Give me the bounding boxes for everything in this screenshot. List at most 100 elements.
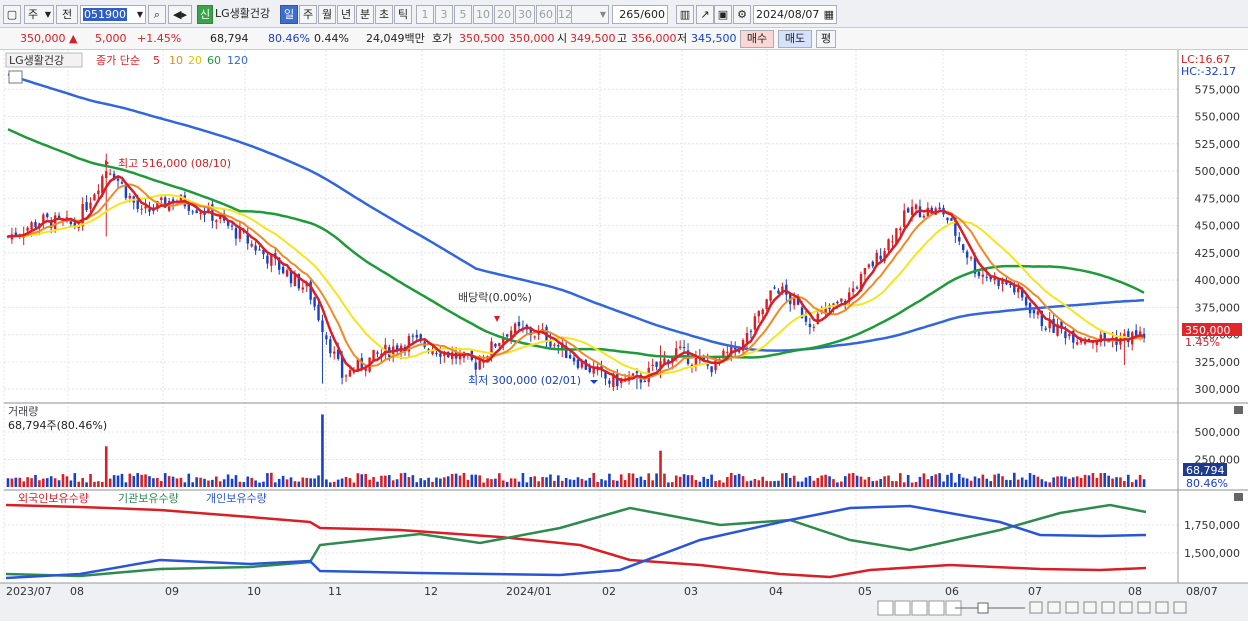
volume-bar (612, 480, 615, 487)
volume-bar (596, 482, 599, 487)
volume-bar (360, 474, 364, 487)
pane-close-icon[interactable] (1234, 493, 1243, 501)
multiplier-button-30[interactable]: 30 (515, 5, 535, 24)
candle-body (899, 228, 902, 231)
speaker-icon[interactable]: ◀▸ (168, 5, 192, 24)
candle-body (1044, 328, 1047, 330)
stock-code-input[interactable]: 051900 ▼ (80, 5, 146, 24)
draw-tool-icon[interactable]: ↗ (696, 5, 714, 24)
candle-body (871, 261, 874, 267)
buy-button[interactable]: 매수 (740, 30, 774, 48)
volume-bar (61, 474, 65, 487)
multiplier-button-10[interactable]: 10 (473, 5, 493, 24)
candle-body (887, 239, 890, 251)
volume-bar (1095, 477, 1099, 487)
chart-area[interactable]: 2023/07 08 09 10 11 12 2024/01 02 03 04 05 06 07 08 08… (0, 50, 1248, 621)
volume-bar (458, 475, 462, 487)
ma5-legend: 5 (153, 54, 160, 67)
candle-body (1087, 338, 1091, 341)
candle-body (336, 349, 340, 359)
volume-bar (285, 479, 289, 487)
save-icon[interactable]: ▣ (714, 5, 732, 24)
bid-price: 350,500 (459, 32, 505, 45)
volume-bar (450, 473, 454, 487)
period-tab-3[interactable]: 년 (337, 5, 355, 24)
evaluate-button[interactable]: 평 (816, 30, 836, 48)
prev-button[interactable]: 전 (56, 5, 78, 24)
period-select[interactable]: 주 ▼ (24, 5, 54, 24)
volume-bar (1079, 477, 1083, 487)
volume-bar (38, 480, 41, 487)
chart-menu-icon[interactable]: ▢ (3, 5, 21, 24)
volume-bar (57, 480, 61, 487)
volume-bar (879, 478, 882, 487)
volume-bar (1134, 479, 1138, 487)
volume-value: 68,794 (210, 32, 249, 45)
candle-icon[interactable]: ▥ (676, 5, 694, 24)
volume-bar (470, 474, 474, 487)
volume-bar (22, 481, 25, 487)
table-toggle-icon[interactable] (8, 70, 23, 84)
volume-bar (961, 477, 965, 487)
volume-bar (30, 478, 33, 487)
volume-bar (215, 476, 218, 487)
period-tab-6[interactable]: 틱 (394, 5, 412, 24)
candle-body (977, 271, 981, 277)
volume-bar (1016, 479, 1020, 487)
multiplier-button-20[interactable]: 20 (494, 5, 514, 24)
volume-bar (655, 473, 658, 487)
candle-body (946, 217, 949, 221)
candle-body (57, 215, 61, 218)
volume-bar (364, 473, 367, 487)
period-tab-5[interactable]: 초 (375, 5, 393, 24)
volume-bar (81, 477, 84, 487)
candle-body (128, 195, 132, 199)
date-input[interactable]: 2024/08/07 ▦ (753, 5, 837, 24)
ma10-line (7, 183, 1145, 380)
volume-bar (34, 474, 37, 487)
period-tab-4[interactable]: 분 (356, 5, 374, 24)
period-tab-2[interactable]: 월 (318, 5, 336, 24)
multiplier-button-5[interactable]: 5 (454, 5, 472, 24)
search-icon[interactable]: ⌕ (148, 5, 166, 24)
volume-bar (482, 482, 485, 487)
candle-body (1068, 333, 1071, 337)
new-badge: 신 (197, 5, 213, 24)
volume-bar (1091, 472, 1095, 487)
period-select-label: 주 (28, 8, 39, 21)
candle-body (576, 359, 580, 368)
price-axis-tick: 300,000 (1195, 383, 1241, 396)
candle-body (643, 380, 646, 383)
multiplier-button-3[interactable]: 3 (435, 5, 453, 24)
sell-button[interactable]: 매도 (778, 30, 812, 48)
candle-body (859, 273, 863, 292)
candle-body (364, 368, 367, 371)
interval-select[interactable]: ▼ (571, 5, 609, 24)
candle-body (415, 334, 418, 338)
multiplier-button-1[interactable]: 1 (416, 5, 434, 24)
candle-body (6, 236, 10, 238)
multiplier-button-60[interactable]: 60 (536, 5, 556, 24)
pane-close-icon[interactable] (1234, 406, 1243, 414)
x-axis-label: 09 (165, 585, 179, 598)
candle-body (1127, 331, 1130, 343)
candle-body (81, 203, 84, 227)
volume-bar (910, 482, 914, 487)
volume-bar (435, 477, 438, 487)
period-tab-1[interactable]: 주 (299, 5, 317, 24)
candle-body (903, 210, 906, 227)
volume-bar (678, 476, 682, 487)
candle-body (958, 237, 961, 242)
gear-icon[interactable]: ⚙ (733, 5, 751, 24)
ma120-line (7, 73, 1145, 352)
volume-bar (671, 482, 674, 487)
volume-bar (836, 482, 839, 487)
volume-bar (541, 476, 544, 487)
volume-current-pct: 80.46% (1186, 477, 1228, 490)
current-price-tag: 350,000 (1185, 324, 1231, 337)
candle-body (112, 173, 116, 181)
volume-bar (895, 481, 898, 487)
period-tab-0[interactable]: 일 (280, 5, 298, 24)
count-field[interactable]: 265/600 (612, 5, 668, 24)
volume-current-marker (1183, 463, 1227, 476)
